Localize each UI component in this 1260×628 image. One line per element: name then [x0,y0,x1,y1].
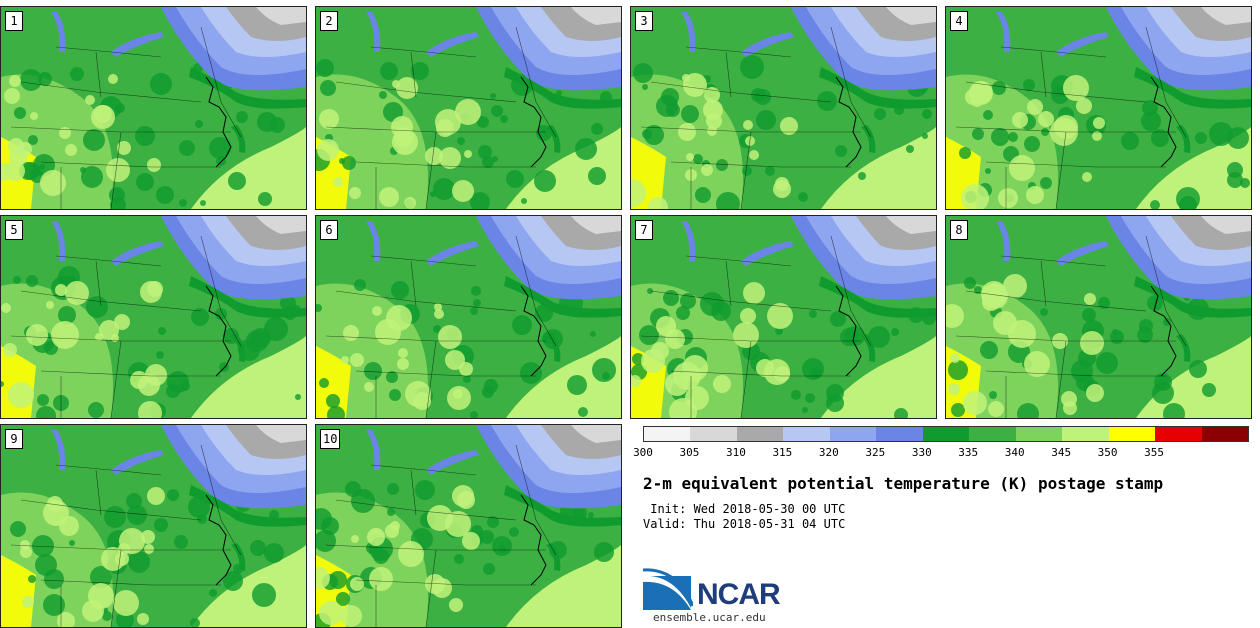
ncar-logo-icon [643,568,693,610]
panel-label: 8 [950,220,968,240]
panel-label: 4 [950,11,968,31]
panel-label: 10 [320,429,341,449]
colorbar-tick: 340 [1004,446,1025,459]
panel-label: 9 [5,429,23,449]
colorbar-segment [644,427,691,441]
colorbar-tick: 355 [1144,446,1164,459]
colorbar-segment [922,427,970,441]
panel-7: 7 [630,215,937,419]
panel-label: 2 [320,11,338,31]
colorbar-segment [876,427,923,441]
colorbar-tick: 330 [911,446,932,459]
colorbar-tick: 350 [1097,446,1118,459]
ncar-logo-text: NCAR [697,578,781,611]
colorbar-segment [783,427,830,441]
panel-label: 6 [320,220,338,240]
colorbar-tick: 315 [772,446,793,459]
panel-5: 5 [0,215,307,419]
panel-3: 3 [630,6,937,210]
panel-label: 1 [5,11,23,31]
colorbar-tick: 345 [1051,446,1072,459]
page-title: 2-m equivalent potential temperature (K)… [643,474,1164,493]
panel-2: 2 [315,6,622,210]
panel-label: 7 [635,220,653,240]
colorbar-segment [1201,427,1249,441]
colorbar-segment [690,427,737,441]
panel-label: 5 [5,220,23,240]
colorbar-segment [1155,427,1202,441]
colorbar-tick: 300 [633,446,653,459]
colorbar-tick: 320 [818,446,839,459]
colorbar [643,426,1249,442]
colorbar-tick: 305 [679,446,700,459]
colorbar-segment [736,427,784,441]
source-url: ensemble.ucar.edu [653,611,766,624]
colorbar-segment [829,427,877,441]
panel-6: 6 [315,215,622,419]
colorbar-tick: 310 [725,446,746,459]
panel-8: 8 [945,215,1252,419]
colorbar-segment [969,427,1016,441]
panel-1: 1 [0,6,307,210]
colorbar-segment [1015,427,1063,441]
panel-9: 9 [0,424,307,628]
colorbar-segment [1062,427,1109,441]
valid-time: Valid: Thu 2018-05-31 04 UTC [643,517,846,531]
colorbar-tick: 335 [958,446,979,459]
colorbar-segment [1108,427,1156,441]
panel-4: 4 [945,6,1252,210]
panel-label: 3 [635,11,653,31]
colorbar-tick: 325 [865,446,886,459]
init-time: Init: Wed 2018-05-30 00 UTC [643,502,846,516]
panel-10: 10 [315,424,622,628]
